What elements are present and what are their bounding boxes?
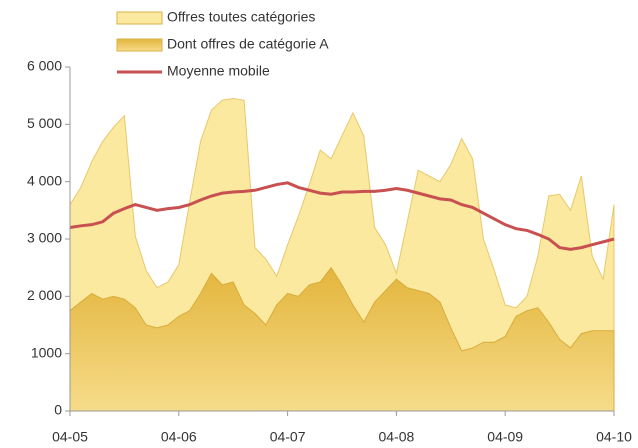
y-tick-label: 2 000: [27, 287, 62, 303]
y-tick-label: 3 000: [27, 230, 62, 246]
x-tick-label: 04-05: [52, 429, 88, 445]
legend-label: Moyenne mobile: [167, 63, 270, 79]
x-tick-label: 04-06: [161, 429, 197, 445]
x-tick-label: 04-07: [270, 429, 306, 445]
y-tick-label: 4 000: [27, 172, 62, 188]
y-tick-label: 1000: [31, 344, 62, 360]
area: [69, 266, 615, 412]
y-tick-label: 6 000: [27, 58, 62, 74]
legend-label: Offres toutes catégories: [167, 9, 315, 25]
x-tick-label: 04-09: [487, 429, 523, 445]
line: [69, 181, 615, 251]
legend-label: Dont offres de catégorie A: [167, 36, 329, 52]
legend-swatch: [116, 38, 163, 52]
x-tick-label: 04-08: [378, 429, 414, 445]
legend-swatch: [116, 11, 163, 25]
y-tick-label: 5 000: [27, 115, 62, 131]
y-tick-label: 0: [54, 402, 62, 418]
x-tick-label: 04-10: [596, 429, 632, 445]
